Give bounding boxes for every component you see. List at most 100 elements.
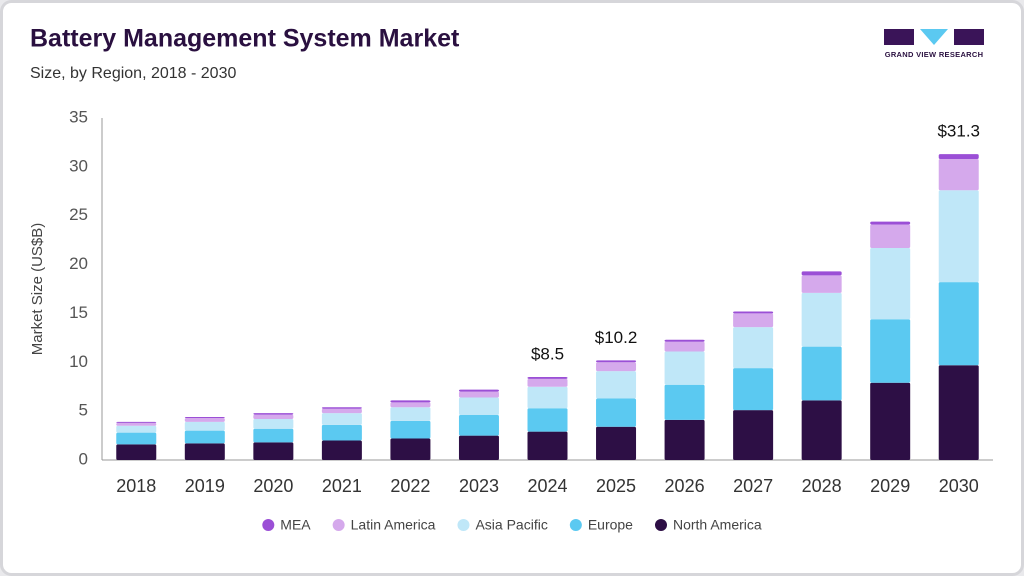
bar-segment (253, 418, 294, 429)
x-tick-label: 2024 (527, 476, 567, 496)
bar-segment (801, 292, 842, 347)
bar-segment (184, 421, 225, 431)
bar-segment (527, 376, 568, 379)
x-tick-label: 2023 (459, 476, 499, 496)
bar-segment (390, 438, 431, 460)
bar-segment (938, 154, 979, 160)
bar-segment (390, 402, 431, 408)
x-tick-label: 2028 (802, 476, 842, 496)
y-tick-label: 0 (79, 449, 88, 468)
x-tick-label: 2020 (253, 476, 293, 496)
bar-segment (938, 282, 979, 366)
bar-segment (596, 426, 637, 460)
bar-segment (253, 413, 294, 415)
bar-segment (596, 362, 637, 372)
legend-marker (332, 519, 345, 531)
bar-segment (870, 247, 911, 320)
total-label: $31.3 (937, 122, 980, 141)
x-tick-label: 2029 (870, 476, 910, 496)
bar-segment (801, 346, 842, 401)
y-tick-label: 10 (69, 352, 88, 371)
y-tick-label: 30 (69, 156, 88, 175)
bar-segment (321, 407, 362, 409)
bar-segment (253, 428, 294, 443)
bar-segment (664, 341, 705, 352)
bar-segment (527, 431, 568, 460)
logo-block (954, 29, 984, 45)
bar-segment (253, 442, 294, 460)
bar-segment (321, 440, 362, 460)
x-tick-label: 2025 (596, 476, 636, 496)
bar-segment (116, 425, 157, 433)
y-tick-label: 15 (69, 303, 88, 322)
bar-segment (801, 271, 842, 276)
bar-segment (596, 398, 637, 427)
x-tick-label: 2026 (665, 476, 705, 496)
bar-segment (184, 417, 225, 422)
legend-label: Europe (588, 517, 633, 533)
bar-segment (870, 382, 911, 460)
bar-segment (458, 415, 499, 436)
bar-segment (733, 311, 774, 314)
bar-segment (527, 386, 568, 409)
bar-segment (184, 417, 225, 418)
bar-segment (664, 419, 705, 460)
bar-segment (870, 224, 911, 248)
y-tick-label: 20 (69, 254, 88, 273)
legend-marker (654, 519, 667, 531)
bar-segment (390, 407, 431, 421)
bar-segment (321, 413, 362, 425)
bar-segment (596, 371, 637, 399)
logo-block (884, 29, 914, 45)
legend-marker (569, 519, 582, 531)
bar-segment (801, 275, 842, 293)
bar-segment (116, 422, 157, 426)
x-tick-label: 2019 (185, 476, 225, 496)
bar-segment (458, 435, 499, 460)
logo: GRAND VIEW RESEARCH (884, 29, 984, 59)
bar-segment (527, 408, 568, 432)
bar-segment (938, 190, 979, 283)
bar-segment (116, 421, 157, 423)
logo-triangle (920, 29, 948, 45)
bar-segment (390, 400, 431, 403)
x-tick-label: 2018 (116, 476, 156, 496)
bar-segment (321, 408, 362, 414)
bar-segment (733, 313, 774, 328)
legend-marker (457, 519, 470, 531)
bar-segment (938, 365, 979, 460)
bar-segment (596, 360, 637, 363)
total-label: $8.5 (531, 344, 564, 363)
bar-segment (664, 351, 705, 385)
legend-label: North America (673, 517, 762, 533)
bar-segment (527, 378, 568, 387)
bar-segment (733, 410, 774, 460)
chart-subtitle: Size, by Region, 2018 - 2030 (30, 65, 236, 82)
bar-segment (801, 400, 842, 460)
bar-segment (321, 424, 362, 441)
bar-segment (870, 319, 911, 383)
y-tick-label: 5 (79, 401, 88, 420)
x-tick-label: 2022 (390, 476, 430, 496)
y-tick-label: 25 (69, 205, 88, 224)
bar-segment (664, 339, 705, 342)
legend-label: MEA (280, 517, 311, 533)
x-tick-label: 2030 (939, 476, 979, 496)
x-tick-label: 2027 (733, 476, 773, 496)
bar-segment (184, 443, 225, 460)
logo-text: GRAND VIEW RESEARCH (885, 50, 984, 59)
bar-segment (458, 391, 499, 398)
y-tick-label: 35 (69, 107, 88, 126)
bar-segment (253, 414, 294, 419)
bar-segment (870, 221, 911, 225)
bar-segment (664, 384, 705, 420)
total-label: $10.2 (595, 328, 638, 347)
legend-label: Latin America (351, 517, 436, 533)
bar-segment (938, 159, 979, 191)
legend-label: Asia Pacific (475, 517, 547, 533)
bar-segment (184, 430, 225, 444)
bar-segment (116, 444, 157, 460)
legend-marker (262, 519, 275, 531)
bar-segment (116, 432, 157, 445)
